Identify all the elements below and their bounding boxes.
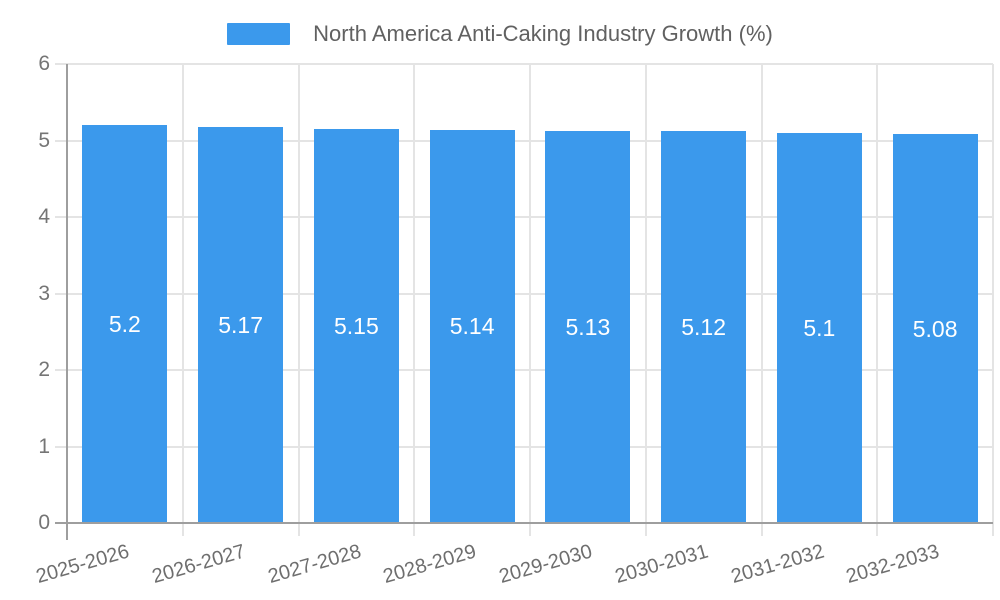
bar-value-label: 5.2 [108, 311, 141, 338]
y-tick-label: 5 [38, 128, 50, 152]
bar [198, 127, 284, 523]
bar [82, 125, 168, 523]
chart-legend[interactable]: North America Anti-Caking Industry Growt… [0, 21, 1000, 47]
bar-value-label: 5.13 [565, 313, 611, 340]
x-tick-label: 2031-2032 [728, 540, 827, 588]
h-gridline [55, 63, 993, 65]
v-gridline [992, 64, 994, 536]
y-tick-label: 3 [38, 281, 50, 305]
y-tick-label: 1 [38, 434, 50, 458]
y-tick-label: 2 [38, 358, 50, 381]
bar-value-label: 5.08 [912, 315, 958, 342]
x-tick-label: 2030-2031 [612, 540, 711, 588]
x-tick-label: 2026-2027 [149, 540, 248, 588]
h-gridline [55, 216, 993, 218]
v-gridline [644, 64, 647, 536]
h-gridline [55, 139, 993, 142]
h-gridline [55, 445, 993, 448]
v-gridline [876, 64, 879, 536]
y-axis-line [66, 64, 68, 540]
bar [545, 130, 631, 523]
bar [776, 132, 862, 523]
x-axis-line [55, 522, 993, 524]
h-gridline [55, 369, 993, 371]
x-tick-label: 2029-2030 [496, 540, 595, 588]
bar-value-label: 5.12 [681, 314, 726, 341]
x-tick-label: 2025-2026 [33, 540, 132, 588]
bar [661, 131, 747, 523]
v-gridline [760, 64, 763, 536]
y-tick-label: 4 [38, 205, 50, 228]
bar-value-label: 5.14 [449, 313, 495, 340]
x-tick-label: 2028-2029 [381, 540, 480, 588]
bar-value-label: 5.1 [803, 314, 836, 341]
bar [429, 129, 515, 523]
v-gridline [413, 64, 416, 536]
legend-label: North America Anti-Caking Industry Growt… [313, 21, 773, 46]
bar [892, 134, 978, 523]
x-tick-label: 2027-2028 [265, 540, 364, 588]
v-gridline [181, 64, 184, 536]
x-tick-label: 2032-2033 [844, 540, 943, 588]
bar-value-label: 5.17 [218, 312, 263, 339]
bar-value-label: 5.15 [333, 313, 379, 339]
bar [313, 129, 399, 523]
h-gridline [55, 292, 993, 295]
v-gridline [529, 64, 531, 536]
y-tick-label: 0 [38, 511, 50, 534]
v-gridline [297, 64, 300, 536]
y-tick-label: 6 [38, 52, 50, 75]
legend-swatch [227, 23, 291, 45]
